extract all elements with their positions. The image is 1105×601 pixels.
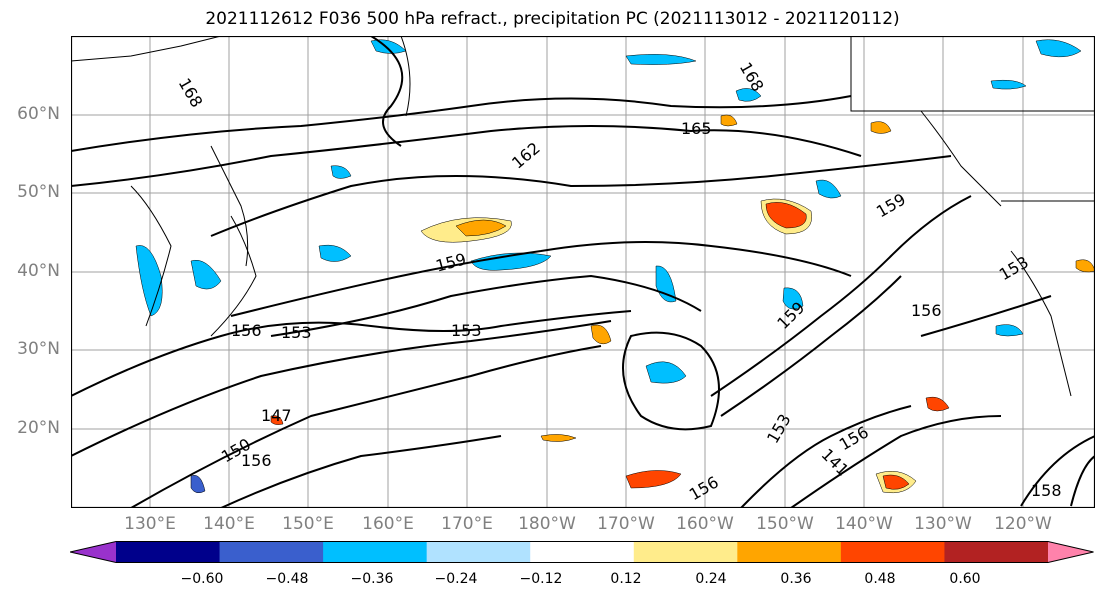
lon-label: 160°W: [676, 514, 734, 534]
colorbar-tick: −0.24: [434, 571, 478, 587]
colorbar-segment: [1048, 541, 1094, 563]
colorbar-tick: 0.12: [610, 571, 642, 587]
lat-label: 30°N: [17, 339, 60, 359]
colorbar-tick: −0.12: [519, 571, 563, 587]
lon-label: 170°E: [441, 514, 493, 534]
contour-label: 165: [681, 119, 712, 138]
lon-label: 170°W: [597, 514, 655, 534]
contour-label: 158: [1031, 481, 1062, 500]
map-title: 2021112612 F036 500 hPa refract., precip…: [205, 9, 900, 29]
contour-label: 156: [231, 321, 262, 340]
colorbar-segment: [530, 541, 635, 563]
lon-label: 180°W: [518, 514, 576, 534]
colorbar-segment: [426, 541, 531, 563]
colorbar-segment: [737, 541, 842, 563]
contour-label: 156: [241, 451, 272, 470]
lon-label: 140°E: [203, 514, 255, 534]
colorbar-segment: [633, 541, 738, 563]
colorbar-segment: [944, 541, 1049, 563]
lon-label: 140°W: [835, 514, 893, 534]
colorbar-segment: [323, 541, 428, 563]
lat-label: 40°N: [17, 261, 60, 281]
lon-label: 160°E: [362, 514, 414, 534]
coastlines: [71, 36, 1095, 397]
colorbar-tick: −0.36: [350, 571, 394, 587]
contour-label: 156: [911, 301, 942, 320]
colorbar-segment: [70, 541, 116, 563]
lon-label: 120°W: [994, 514, 1052, 534]
colorbar-tick: 0.24: [695, 571, 727, 587]
colorbar-segment: [219, 541, 324, 563]
lon-label: 150°E: [282, 514, 334, 534]
lon-label: 130°W: [914, 514, 972, 534]
graticule: [71, 36, 1095, 508]
colorbar-segment: [116, 541, 221, 563]
contour-label: 147: [261, 406, 292, 425]
colorbar: [70, 541, 1094, 563]
colorbar-tick: 0.36: [780, 571, 812, 587]
refractivity-contours: [71, 36, 1095, 508]
colorbar-tick: −0.60: [180, 571, 224, 587]
contour-label: 153: [281, 323, 312, 342]
contour-label: 153: [451, 321, 482, 340]
colorbar-segment: [840, 541, 945, 563]
colorbar-tick: 0.60: [949, 571, 981, 587]
lat-label: 60°N: [17, 104, 60, 124]
lat-label: 50°N: [17, 182, 60, 202]
lon-label: 150°W: [756, 514, 814, 534]
lat-label: 20°N: [17, 418, 60, 438]
map-panel: 168 165 162 159 156 153 150 147 141 168 …: [71, 36, 1095, 508]
colorbar-tick: −0.48: [265, 571, 309, 587]
lon-label: 130°E: [124, 514, 176, 534]
colorbar-tick: 0.48: [864, 571, 896, 587]
